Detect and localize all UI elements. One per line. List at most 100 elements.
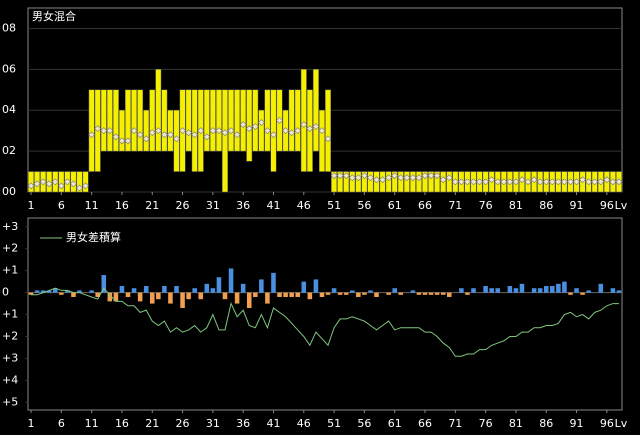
range-bar bbox=[343, 171, 350, 193]
diff-bar bbox=[550, 286, 555, 293]
x-tick-label: 41 bbox=[266, 417, 280, 430]
diff-bar bbox=[598, 283, 604, 293]
x-tick-label: 21 bbox=[145, 199, 159, 212]
mean-marker bbox=[173, 135, 180, 143]
range-bar bbox=[215, 89, 222, 152]
diff-bar bbox=[204, 283, 210, 293]
mean-marker bbox=[542, 178, 550, 186]
diff-bar bbox=[283, 292, 288, 297]
mean-marker bbox=[500, 178, 508, 186]
x-tick-label: 31 bbox=[206, 417, 220, 430]
mean-marker bbox=[167, 131, 174, 139]
y-tick-label: 06 bbox=[2, 62, 16, 75]
diff-bar bbox=[240, 283, 246, 293]
diff-bar bbox=[65, 290, 70, 293]
diff-bar bbox=[295, 292, 300, 297]
range-bar bbox=[143, 109, 150, 152]
mean-marker bbox=[457, 178, 465, 186]
range-bar bbox=[88, 89, 95, 172]
mean-marker bbox=[482, 178, 490, 186]
mean-marker bbox=[354, 174, 362, 182]
mean-marker bbox=[579, 176, 587, 184]
diff-bar bbox=[253, 292, 258, 297]
range-bar bbox=[161, 89, 168, 152]
diff-bar bbox=[392, 288, 397, 293]
mean-marker bbox=[397, 174, 405, 182]
x-tick-label: 91 bbox=[570, 417, 584, 430]
mean-marker bbox=[554, 178, 562, 186]
diff-bar bbox=[434, 292, 440, 295]
y-tick-label: +2 bbox=[2, 329, 18, 342]
diff-bar bbox=[465, 292, 470, 295]
diff-bar bbox=[192, 288, 197, 293]
x-tick-label: 6 bbox=[58, 417, 65, 430]
diff-bar bbox=[198, 292, 204, 300]
diff-bar bbox=[483, 286, 488, 293]
x-tick-label: 86 bbox=[539, 417, 553, 430]
x-axis-label: Lv bbox=[615, 417, 628, 430]
mean-marker bbox=[112, 133, 120, 141]
range-bar bbox=[112, 89, 119, 152]
x-tick-label: 96 bbox=[600, 417, 614, 430]
mean-marker bbox=[197, 127, 205, 135]
mean-marker bbox=[567, 178, 574, 186]
diff-bar bbox=[119, 286, 125, 293]
range-bar bbox=[258, 109, 265, 152]
diff-bar bbox=[428, 292, 434, 295]
diff-bar bbox=[180, 292, 185, 308]
mean-marker bbox=[88, 131, 96, 139]
mean-marker bbox=[221, 129, 229, 137]
x-tick-label: 61 bbox=[388, 417, 402, 430]
y-tick-label: +1 bbox=[2, 264, 18, 277]
range-bar bbox=[288, 89, 295, 152]
y-tick-label: 08 bbox=[2, 21, 16, 34]
diff-bar bbox=[107, 292, 113, 302]
range-bar bbox=[252, 89, 259, 152]
mean-marker bbox=[76, 184, 83, 192]
mean-marker bbox=[142, 135, 150, 143]
mean-marker bbox=[300, 121, 308, 128]
mean-marker bbox=[70, 180, 77, 188]
legend-label: 男女差積算 bbox=[66, 230, 121, 244]
mean-marker bbox=[330, 172, 338, 180]
mean-marker bbox=[257, 119, 265, 126]
mean-marker bbox=[209, 127, 217, 135]
range-bar bbox=[337, 171, 344, 193]
range-bar bbox=[209, 89, 216, 152]
x-tick-label: 66 bbox=[418, 199, 432, 212]
mean-marker bbox=[51, 178, 59, 186]
x-tick-label: 71 bbox=[448, 199, 462, 212]
mean-marker bbox=[306, 125, 314, 133]
mean-marker bbox=[451, 178, 459, 186]
bottom-panel bbox=[27, 217, 623, 411]
range-bar bbox=[167, 109, 174, 152]
mean-marker bbox=[294, 127, 302, 135]
mean-marker bbox=[63, 178, 71, 186]
diff-bar bbox=[574, 288, 579, 293]
diff-bar bbox=[368, 290, 373, 293]
diff-bar bbox=[362, 292, 367, 295]
range-bar bbox=[131, 89, 138, 152]
range-bar bbox=[434, 171, 441, 193]
x-tick-label: 91 bbox=[570, 199, 584, 212]
range-bar bbox=[391, 171, 398, 193]
diff-bar bbox=[143, 286, 149, 293]
x-tick-label: 11 bbox=[85, 417, 99, 430]
range-bar bbox=[331, 171, 338, 193]
mean-marker bbox=[512, 178, 520, 186]
range-bar bbox=[312, 69, 319, 152]
mean-marker bbox=[148, 129, 156, 137]
diff-bar bbox=[446, 292, 452, 297]
mean-marker bbox=[276, 117, 283, 124]
mean-marker bbox=[324, 135, 332, 143]
mean-marker bbox=[33, 180, 41, 188]
x-tick-label: 31 bbox=[206, 199, 220, 212]
mean-marker bbox=[191, 131, 199, 139]
mean-marker bbox=[154, 127, 162, 135]
range-bar bbox=[228, 89, 235, 152]
diff-bar bbox=[46, 290, 52, 293]
mean-marker bbox=[263, 127, 271, 135]
diff-bar bbox=[459, 288, 464, 293]
mean-marker bbox=[245, 125, 253, 133]
